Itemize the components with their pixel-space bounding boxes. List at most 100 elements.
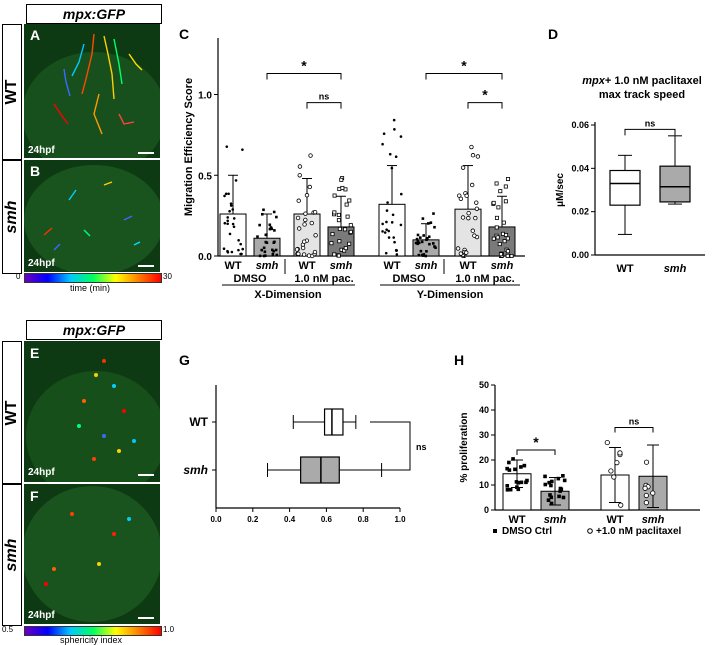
data-point (394, 249, 398, 252)
sphericity-colorbar-label: sphericity index (60, 635, 123, 645)
row-label-wt-bottom: WT (2, 341, 22, 484)
data-point (425, 238, 428, 242)
data-point (505, 487, 510, 492)
data-point (516, 487, 521, 492)
data-point (382, 132, 386, 136)
sig-label: * (482, 87, 488, 103)
y-tick-label: 0 (484, 505, 489, 515)
treatment-label: DMSO (393, 273, 426, 285)
y-tick-label: 0.02 (571, 207, 589, 217)
group-label: Y-Dimension (417, 289, 484, 301)
data-point (562, 478, 567, 483)
data-point (507, 460, 511, 465)
row-label-smh-bottom: smh (2, 484, 22, 626)
data-point (313, 233, 318, 238)
data-point (301, 252, 307, 257)
data-point (549, 501, 554, 506)
data-point (296, 226, 302, 231)
data-point (416, 242, 420, 246)
data-point (497, 242, 502, 247)
data-point (268, 223, 272, 227)
x-tick-label: smh (544, 514, 567, 526)
data-point (393, 240, 396, 244)
treatment-label: 1.0 nM pac. (455, 273, 514, 285)
y-axis-label: Migration Efficiency Score (183, 78, 195, 216)
time-label-a: 24hpf (28, 145, 55, 156)
mpx-gfp-header-bottom: mpx:GFP (26, 320, 162, 340)
y-tick-label: 10 (479, 480, 489, 490)
data-point (307, 184, 312, 190)
sig-label: ns (645, 118, 656, 128)
x-tick-label: 0.0 (210, 515, 222, 524)
sig-bracket (516, 449, 556, 455)
data-point (460, 165, 466, 170)
data-point (420, 253, 424, 257)
data-point (421, 217, 425, 220)
data-point (643, 459, 650, 465)
data-point (507, 468, 512, 472)
data-point (428, 242, 431, 246)
data-point (455, 246, 461, 251)
panel-letter-c: C (179, 26, 190, 42)
sphericity-colorbar-max: 1.0 (163, 625, 175, 634)
data-point (643, 492, 649, 499)
sig-label: * (533, 434, 539, 450)
data-point (504, 233, 509, 238)
data-point (262, 208, 265, 212)
cell-tracks-b (24, 165, 160, 272)
data-point (227, 192, 230, 196)
data-point (234, 179, 238, 182)
sig-label: ns (319, 92, 330, 102)
cell-shapes-e (26, 359, 160, 482)
data-point (337, 239, 342, 244)
micrograph-b (24, 160, 160, 272)
data-point (395, 253, 399, 256)
data-point (391, 213, 395, 217)
data-point (399, 135, 403, 138)
panel-letter-h: H (454, 352, 465, 368)
x-tick-label: 0.8 (358, 515, 370, 524)
panel-letter-b: B (30, 163, 41, 179)
data-point (383, 231, 387, 234)
data-point (643, 500, 649, 506)
data-point (273, 229, 276, 232)
data-point (416, 240, 420, 243)
data-point (617, 450, 623, 456)
x-tick-label: WT (616, 263, 633, 275)
time-colorbar (24, 273, 162, 283)
data-point (274, 248, 278, 252)
data-point (232, 225, 236, 229)
sig-label: ns (416, 442, 427, 452)
data-point (385, 220, 388, 224)
micrograph-f (24, 484, 160, 624)
data-point (505, 176, 510, 181)
data-point (556, 476, 561, 481)
data-point (604, 439, 610, 446)
chart-d: 0.00 0.02 0.04 0.06 μM/sec WT smh ns (555, 118, 705, 275)
data-point (417, 241, 421, 245)
data-point (618, 502, 624, 508)
data-point (222, 247, 226, 250)
scale-bar-e (138, 474, 154, 476)
data-point (494, 215, 499, 220)
data-point (260, 248, 264, 252)
y-axis-label: μM/sec (555, 173, 566, 207)
sig-bracket (614, 427, 654, 433)
data-point (384, 251, 388, 255)
data-point (337, 226, 342, 231)
chart-d-title-line2: max track speed (598, 89, 686, 101)
data-point (470, 228, 475, 233)
group-label: X-Dimension (254, 289, 322, 301)
x-tick-label: smh (664, 263, 687, 275)
data-point (258, 254, 262, 258)
data-point (505, 253, 510, 258)
data-point (466, 211, 471, 216)
data-point (561, 474, 565, 478)
data-point (549, 495, 554, 500)
data-point (509, 253, 514, 258)
row-label-smh-top: smh (2, 160, 22, 274)
data-point (297, 173, 302, 178)
data-point (263, 250, 267, 254)
data-point (494, 225, 499, 230)
data-point (502, 239, 507, 244)
